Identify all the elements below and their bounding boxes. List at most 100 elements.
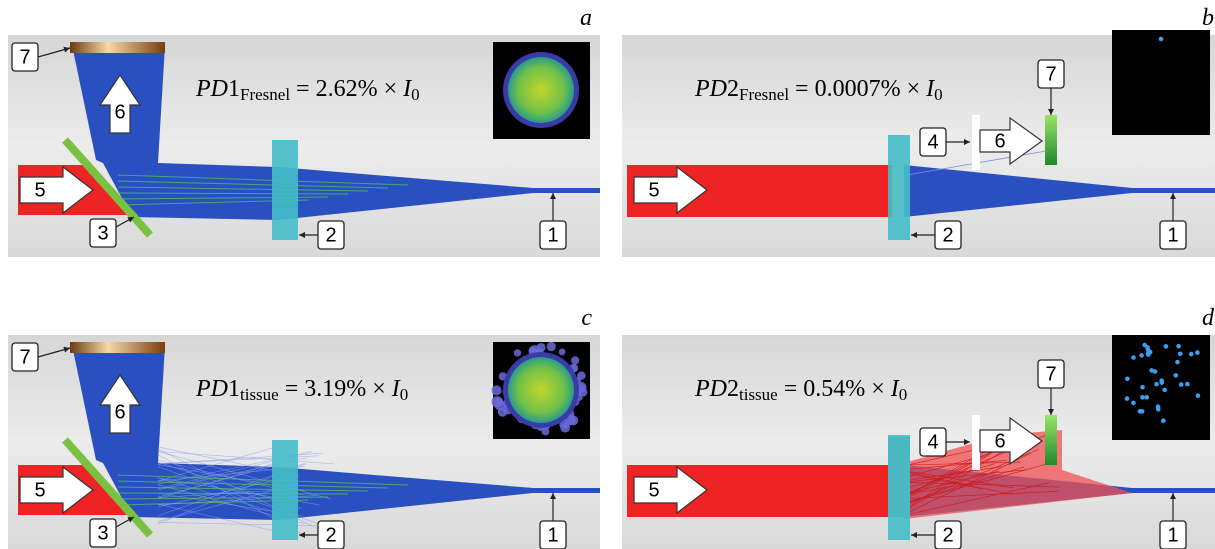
lens: [272, 140, 298, 240]
label-number: 1: [1167, 524, 1178, 546]
scatter-blob: [560, 423, 570, 433]
scatter-dot: [1162, 388, 1167, 393]
formula-part: 0: [899, 385, 908, 404]
formula-part: Fresnel: [240, 85, 290, 104]
scatter-dot: [1156, 404, 1161, 409]
formula-part: 0: [411, 85, 420, 104]
label-number: 5: [648, 179, 659, 201]
formula-part: = 0.0007% ×: [795, 76, 920, 102]
formula-part: 1: [228, 376, 240, 402]
scatter-dot: [1139, 353, 1144, 358]
formula-part: PD: [694, 376, 727, 402]
formula-part: = 3.19% ×: [285, 376, 386, 402]
scatter-dot: [1138, 409, 1143, 414]
label-number: 4: [927, 431, 938, 453]
detector: [1045, 415, 1057, 465]
label-number: 1: [547, 524, 558, 546]
scatter-dot: [1144, 395, 1149, 400]
panel: c657321PD1tissue= 3.19% ×I0: [8, 305, 600, 549]
label-number: 2: [942, 224, 953, 246]
detector: [1045, 115, 1057, 165]
panel-letter: d: [1202, 305, 1215, 331]
scatter-blob: [571, 356, 579, 364]
scatter-dot: [1145, 345, 1150, 350]
scatter-dot: [1173, 373, 1178, 378]
label-number: 7: [1045, 363, 1056, 385]
formula-part: = 0.54% ×: [784, 376, 885, 402]
formula-part: 2: [727, 76, 739, 102]
scatter-dot: [1176, 344, 1181, 349]
scatter-dot: [1161, 418, 1166, 423]
scatter-dot: [1178, 351, 1183, 356]
scatter-blob: [559, 348, 566, 355]
panel-letter: c: [581, 305, 592, 331]
scatter-dot: [1179, 382, 1184, 387]
label-number: 7: [1045, 63, 1056, 85]
label-number: 5: [34, 479, 45, 501]
spot: [508, 357, 574, 423]
formula-part: tissue: [240, 385, 279, 404]
spot: [508, 57, 574, 123]
panel-letter: b: [1202, 5, 1214, 31]
label-number: 1: [1167, 224, 1178, 246]
lens: [272, 440, 298, 540]
label-number: 2: [942, 524, 953, 546]
scatter-dot: [1125, 376, 1130, 381]
formula: PD2tissue= 0.54% ×I0: [694, 376, 907, 404]
formula-part: Fresnel: [739, 85, 789, 104]
inset-image: [1112, 335, 1210, 440]
scatter-dot: [1195, 350, 1200, 355]
scatter-dot: [1154, 382, 1159, 387]
scatter-dot: [1131, 355, 1136, 360]
scatter-dot: [1140, 385, 1145, 390]
panel: d 6 5 7 4 2 1 PD2tissue= 0.54% ×I0: [622, 305, 1215, 549]
label-number: 4: [927, 131, 938, 153]
formula-part: PD: [195, 376, 228, 402]
detector: [70, 42, 165, 53]
panel-letter: a: [580, 5, 592, 31]
formula-part: 2: [727, 376, 739, 402]
inset-image: [1112, 30, 1210, 135]
scatter-blob: [578, 384, 585, 391]
label-number: 1: [547, 224, 558, 246]
scatter-blob: [498, 407, 507, 416]
label-number: 6: [994, 130, 1005, 152]
scatter-dot: [1159, 380, 1164, 385]
scatter-dot: [1153, 369, 1158, 374]
label-number: 6: [114, 401, 125, 423]
lens: [888, 135, 910, 240]
formula-part: PD: [694, 76, 727, 102]
scatter-dot: [1125, 396, 1130, 401]
scatter-dot: [1140, 395, 1145, 400]
formula: PD2Fresnel= 0.0007% ×I0: [694, 76, 943, 104]
label-number: 3: [97, 522, 108, 544]
scatter-blob: [514, 349, 521, 356]
panel: b657421PD2Fresnel= 0.0007% ×I0: [622, 5, 1215, 257]
lens: [888, 435, 910, 540]
formula-part: 1: [228, 76, 240, 102]
formula-part: PD: [195, 76, 228, 102]
label-number: 7: [19, 346, 30, 368]
label-number: 5: [648, 479, 659, 501]
label-number: 2: [325, 224, 336, 246]
label-number: 5: [34, 179, 45, 201]
scatter-dot: [1164, 344, 1169, 349]
aperture-plate: [972, 115, 980, 170]
scatter-blob: [577, 371, 585, 379]
scatter-blob: [491, 385, 501, 395]
scatter-dot: [1131, 401, 1136, 406]
label-number: 6: [994, 430, 1005, 452]
formula-part: 0: [934, 85, 943, 104]
detector: [70, 342, 165, 353]
figure: a657321PD1Fresnel= 2.62% ×I0b657421PD2Fr…: [0, 0, 1215, 549]
scatter-dot: [1175, 360, 1180, 365]
label-number: 7: [19, 46, 30, 68]
scatter-blob: [547, 342, 556, 351]
aperture-plate: [972, 415, 980, 470]
formula-part: 0: [400, 385, 409, 404]
scatter-dot: [1189, 352, 1194, 357]
scatter-dot: [1196, 393, 1201, 398]
label-number: 6: [114, 101, 125, 123]
scatter-dot: [1159, 37, 1164, 42]
